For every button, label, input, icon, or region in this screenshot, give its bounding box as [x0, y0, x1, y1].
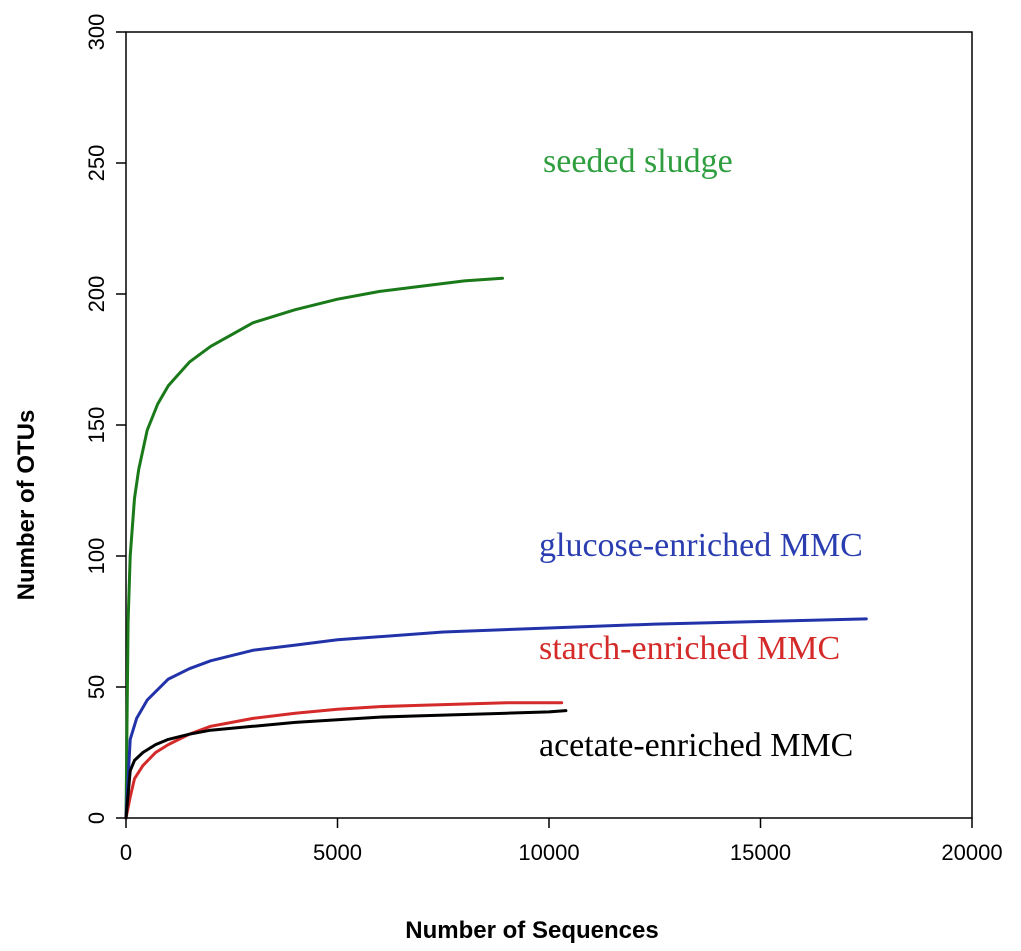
series-line-glucose-enriched-mmc: [124, 617, 868, 820]
series-line-seeded-sludge: [124, 276, 504, 820]
series-label-starch-enriched-mmc: starch-enriched MMC: [539, 630, 840, 667]
y-tick-label: 200: [84, 276, 109, 313]
x-axis: 0 5000 10000 15000 20000: [120, 818, 1003, 865]
series-lines: [124, 276, 868, 820]
x-tick-label: 20000: [941, 840, 1002, 865]
series-label-seeded-sludge: seeded sludge: [543, 143, 733, 180]
y-tick-label: 50: [84, 675, 109, 699]
y-tick-label: 100: [84, 538, 109, 575]
y-axis: 0 50 100 150 200 250 300: [84, 14, 126, 824]
series-label-glucose-enriched-mmc: glucose-enriched MMC: [539, 527, 863, 564]
y-tick-label: 250: [84, 145, 109, 182]
x-axis-title: Number of Sequences: [405, 917, 658, 944]
y-tick-label: 150: [84, 407, 109, 444]
y-axis-title: Number of OTUs: [13, 410, 40, 601]
x-tick-label: 15000: [730, 840, 791, 865]
y-tick-label: 0: [84, 812, 109, 824]
series-label-acetate-enriched-mmc: acetate-enriched MMC: [539, 727, 853, 764]
y-tick-label: 300: [84, 14, 109, 51]
series-line-starch-enriched-mmc: [124, 701, 564, 820]
x-tick-label: 0: [120, 840, 132, 865]
x-tick-label: 5000: [313, 840, 362, 865]
series-labels: seeded sludge glucose-enriched MMC starch-…: [539, 143, 863, 764]
series-line-acetate-enriched-mmc: [124, 709, 568, 820]
x-tick-label: 10000: [518, 840, 579, 865]
